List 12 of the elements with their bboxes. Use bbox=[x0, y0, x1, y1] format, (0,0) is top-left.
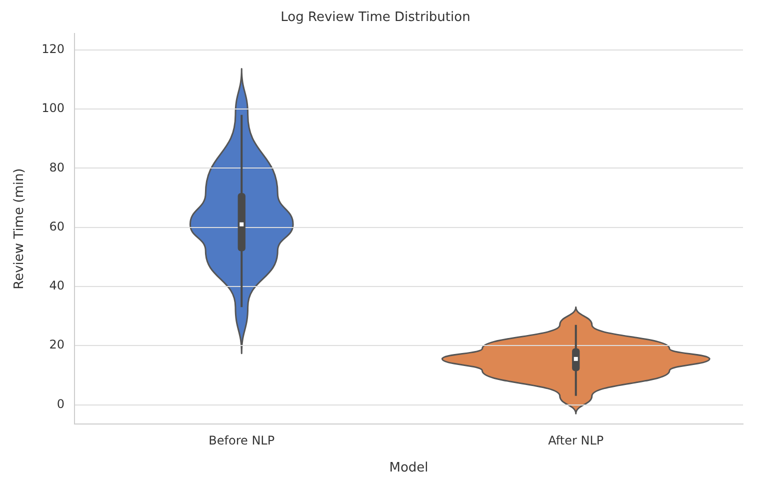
y-tick-label: 100 bbox=[42, 101, 65, 116]
y-tick-label: 40 bbox=[49, 278, 65, 293]
y-tick-label: 60 bbox=[49, 219, 65, 234]
y-tick-label: 20 bbox=[49, 338, 65, 352]
x-axis-title: Model bbox=[389, 460, 428, 476]
x-tick-label: After NLP bbox=[548, 433, 604, 448]
y-axis-title: Review Time (min) bbox=[12, 168, 28, 290]
chart-title: Log Review Time Distribution bbox=[280, 10, 470, 26]
y-tick-label: 120 bbox=[42, 42, 65, 56]
x-tick-label: Before NLP bbox=[208, 433, 275, 448]
y-tick-label: 80 bbox=[49, 160, 65, 174]
y-tick-label: 0 bbox=[56, 396, 65, 411]
